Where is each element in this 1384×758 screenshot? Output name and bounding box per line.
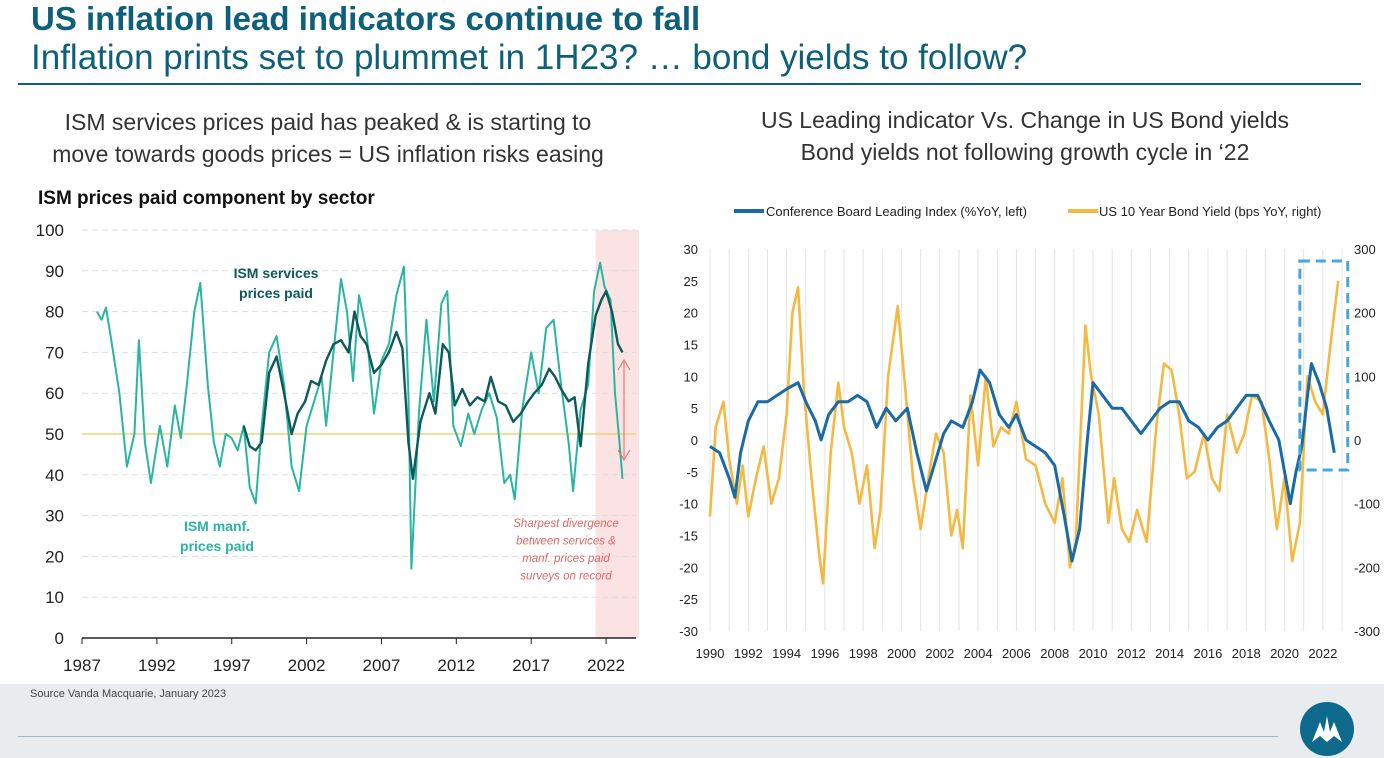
page-title: US inflation lead indicators continue to… — [31, 0, 701, 37]
right-left-y-tick-label: 0 — [691, 433, 698, 448]
source-note: Source Vanda Macquarie, January 2023 — [30, 688, 227, 700]
right-left-y-tick-label: -30 — [679, 624, 698, 639]
right-right-y-tick-label: 100 — [1354, 369, 1376, 384]
mountain-icon — [1312, 716, 1342, 742]
left-y-tick-label: 60 — [45, 384, 64, 403]
left-x-tick-label: 2017 — [512, 656, 550, 675]
right-x-tick-label: 2010 — [1079, 646, 1108, 661]
left-y-tick-label: 40 — [45, 466, 64, 485]
right-heading-line: Bond yields not following growth cycle i… — [800, 139, 1250, 165]
right-x-tick-label: 1996 — [810, 646, 839, 661]
right-x-tick-label: 2006 — [1002, 646, 1031, 661]
brand-logo — [1300, 702, 1354, 756]
left-y-tick-label: 0 — [55, 629, 64, 648]
right-x-tick-label: 2002 — [925, 646, 954, 661]
legend-label: Conference Board Leading Index (%YoY, le… — [766, 204, 1027, 219]
left-heading-line: move towards goods prices = US inflation… — [52, 141, 604, 167]
right-heading: US Leading indicator Vs. Change in US Bo… — [700, 104, 1350, 168]
right-right-y-tick-label: 200 — [1354, 306, 1376, 321]
left-y-tick-label: 100 — [36, 221, 64, 240]
right-x-tick-label: 2014 — [1155, 646, 1184, 661]
left-heading-line: ISM services prices paid has peaked & is… — [64, 109, 592, 135]
manf-annotation: ISM manf. prices paid — [180, 518, 254, 554]
left-y-tick-label: 20 — [45, 547, 64, 566]
services-prices-line — [242, 290, 624, 481]
left-y-tick-label: 80 — [45, 303, 64, 322]
left-y-tick-label: 90 — [45, 262, 64, 281]
left-x-tick-label: 2012 — [437, 656, 475, 675]
left-x-tick-label: 2002 — [288, 656, 326, 675]
manf-prices-line — [96, 261, 624, 570]
services-annotation: ISM services prices paid — [234, 265, 319, 301]
leading-index-line — [709, 362, 1336, 563]
right-left-y-tick-label: 30 — [684, 242, 698, 257]
right-right-y-tick-label: -200 — [1354, 560, 1380, 575]
left-x-tick-label: 1987 — [63, 656, 101, 675]
right-x-tick-label: 1992 — [734, 646, 763, 661]
right-left-y-tick-label: -20 — [679, 560, 698, 575]
right-left-y-tick-label: 20 — [684, 306, 698, 321]
right-left-y-tick-label: 15 — [684, 338, 698, 353]
right-x-tick-label: 2012 — [1117, 646, 1146, 661]
right-left-y-tick-label: -25 — [679, 592, 698, 607]
right-x-tick-label: 2016 — [1193, 646, 1222, 661]
left-x-tick-label: 2022 — [587, 656, 625, 675]
left-y-tick-label: 50 — [45, 425, 64, 444]
footer-divider — [18, 736, 1278, 737]
divergence-annotation: Sharpest divergence between services & man… — [513, 518, 618, 583]
left-y-tick-label: 70 — [45, 343, 64, 362]
legend-label: US 10 Year Bond Yield (bps YoY, right) — [1099, 204, 1321, 219]
left-x-tick-label: 1992 — [138, 656, 176, 675]
right-left-y-tick-label: -5 — [686, 465, 698, 480]
highlight-dashed-box — [1298, 259, 1350, 472]
right-x-tick-label: 1998 — [849, 646, 878, 661]
right-x-tick-label: 2000 — [887, 646, 916, 661]
divergence-arrow-head-down — [617, 449, 631, 461]
right-left-y-tick-label: 25 — [684, 274, 698, 289]
right-left-y-tick-label: -10 — [679, 497, 698, 512]
left-y-tick-label: 30 — [45, 507, 64, 526]
right-right-y-tick-label: 300 — [1354, 242, 1376, 257]
right-x-tick-label: 2018 — [1232, 646, 1261, 661]
divergence-arrow-head-up — [617, 359, 631, 371]
title-divider — [18, 83, 1361, 85]
right-x-tick-label: 2020 — [1270, 646, 1299, 661]
right-left-y-tick-label: -15 — [679, 529, 698, 544]
right-heading-line: US Leading indicator Vs. Change in US Bo… — [760, 107, 1290, 133]
right-right-y-tick-label: 0 — [1354, 433, 1361, 448]
right-x-tick-label: 2008 — [1040, 646, 1069, 661]
right-right-y-tick-label: -100 — [1354, 497, 1380, 512]
right-x-tick-label: 2004 — [964, 646, 993, 661]
left-chart-title: ISM prices paid component by sector — [38, 188, 375, 209]
left-x-tick-label: 2007 — [363, 656, 401, 675]
right-right-y-tick-label: -300 — [1354, 624, 1380, 639]
footer-band — [0, 684, 1384, 758]
left-heading: ISM services prices paid has peaked & is… — [18, 106, 638, 170]
right-x-tick-label: 2022 — [1308, 646, 1337, 661]
right-x-tick-label: 1994 — [772, 646, 801, 661]
right-left-y-tick-label: 5 — [691, 401, 698, 416]
page-subtitle: Inflation prints set to plummet in 1H23?… — [31, 38, 1028, 77]
left-x-tick-label: 1997 — [213, 656, 251, 675]
left-y-tick-label: 10 — [45, 588, 64, 607]
right-left-y-tick-label: 10 — [684, 369, 698, 384]
right-x-tick-label: 1990 — [696, 646, 725, 661]
